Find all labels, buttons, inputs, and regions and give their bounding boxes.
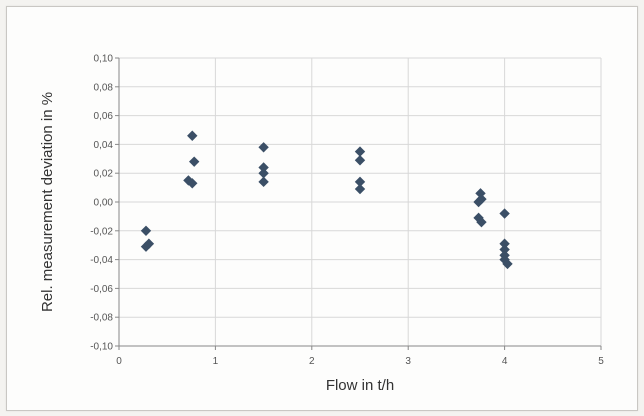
data-point: [258, 168, 269, 179]
data-point: [476, 193, 487, 205]
data-point: [499, 208, 510, 219]
data-point: [354, 146, 366, 157]
data-point: [188, 156, 200, 167]
scatter-chart: 0,10 0,08 0,06 0,04 0,02 0,00 -0,02 -0,04 -0,06 -…: [39, 54, 604, 395]
data-points: [140, 130, 513, 270]
x-tick-label: 4: [502, 356, 508, 367]
y-tick-label: 0,10: [94, 54, 114, 65]
y-tick-label: 0,04: [94, 140, 114, 151]
data-point: [476, 216, 487, 228]
tick-labels: 0,10 0,08 0,06 0,04 0,02 0,00 -0,02 -0,04 -0,06 -…: [90, 54, 604, 368]
y-tick-label: -0,02: [90, 226, 113, 237]
y-tick-label: -0,04: [90, 255, 113, 266]
data-point: [354, 176, 366, 188]
x-axis-title: Flow in t/h: [326, 377, 394, 394]
y-tick-label: 0,02: [94, 169, 114, 180]
data-point: [187, 130, 198, 141]
y-tick-label: -0,10: [90, 342, 113, 353]
x-tick-label: 0: [116, 356, 122, 367]
data-point: [258, 176, 269, 188]
data-point: [499, 238, 510, 249]
x-tick-label: 3: [405, 356, 411, 367]
data-point: [143, 238, 155, 249]
data-point: [187, 178, 198, 189]
y-tick-label: 0,00: [94, 198, 114, 209]
chart-frame: 0,10 0,08 0,06 0,04 0,02 0,00 -0,02 -0,04 -0,06 -…: [6, 6, 638, 411]
data-point: [258, 162, 269, 173]
data-point: [499, 244, 510, 255]
x-tick-label: 5: [598, 356, 604, 367]
y-tick-label: 0,08: [94, 82, 114, 93]
y-tick-label: -0,08: [90, 313, 113, 324]
data-point: [502, 258, 513, 270]
data-point: [258, 142, 269, 153]
data-point: [354, 155, 366, 166]
y-tick-label: 0,06: [94, 111, 114, 122]
data-point: [354, 183, 366, 195]
data-point: [140, 225, 152, 236]
y-axis-title: Rel. measurement deviation in %: [39, 92, 56, 312]
data-point: [473, 196, 484, 208]
y-tick-label: -0,06: [90, 284, 113, 295]
axis-layer: [115, 57, 602, 350]
data-point: [473, 212, 484, 224]
grid-layer: [118, 57, 602, 347]
x-tick-label: 1: [213, 356, 219, 367]
x-tick-label: 2: [309, 356, 315, 367]
